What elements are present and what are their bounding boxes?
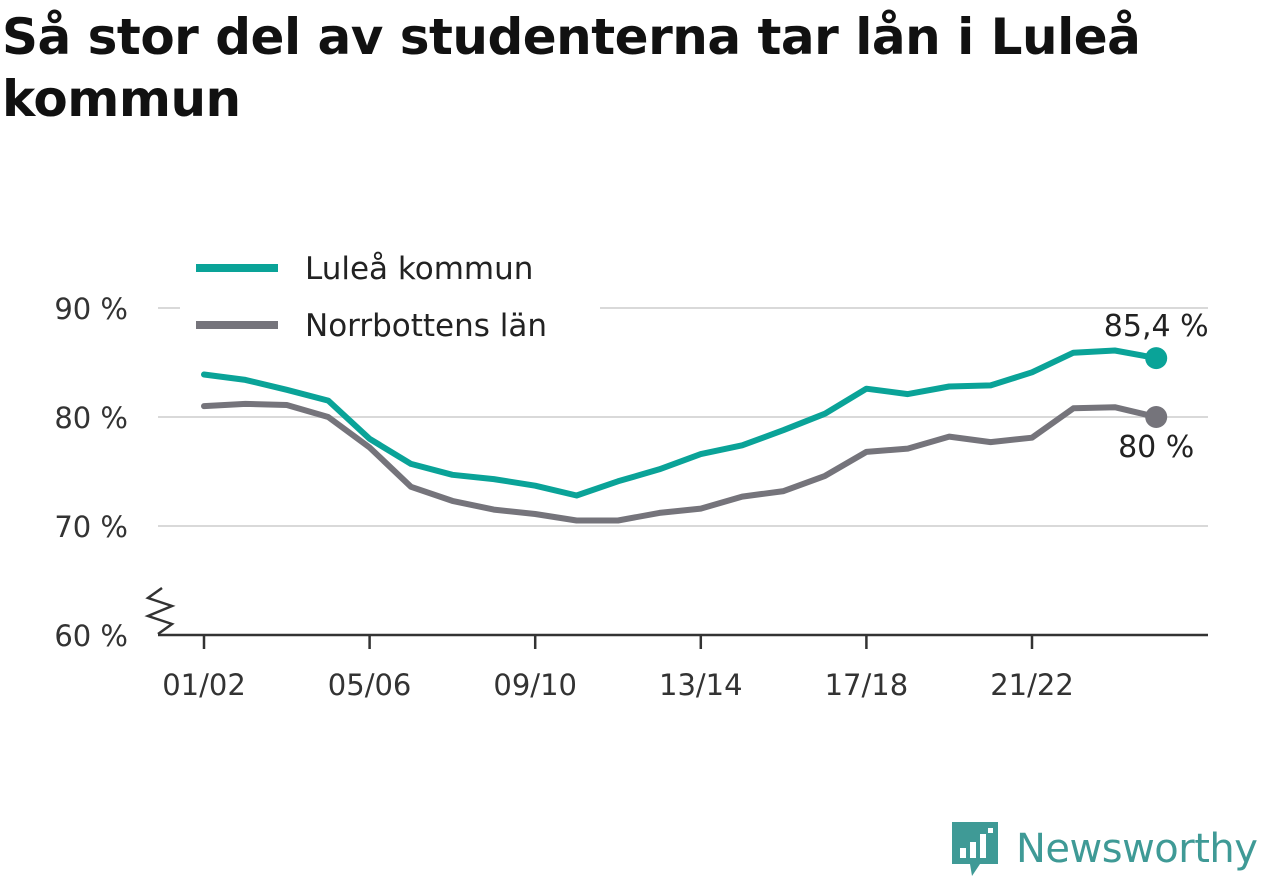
x-tick-label: 13/14 [659,668,743,702]
y-axis-tick-labels: 60 % 70 % 80 % 90 % [54,292,128,653]
y-tick-label: 80 % [54,401,128,435]
axis-break-mark [144,586,176,636]
series-end-point-0 [1145,347,1168,370]
legend: Luleå kommun Norrbottens län [180,244,600,354]
series-end-point-1 [1145,406,1168,428]
legend-background [180,244,600,354]
legend-label: Luleå kommun [305,251,533,287]
brand-logo: Newsworthy [950,818,1258,880]
x-tick-label: 17/18 [825,668,909,702]
series-line-0 [201,347,1160,499]
series-line-1 [201,400,1160,524]
x-tick-label: 01/02 [162,668,246,702]
x-tick-label: 21/22 [990,668,1074,702]
y-tick-label: 70 % [54,510,128,544]
y-tick-label: 60 % [54,619,128,653]
chart-title: Så stor del av studenterna tar lån i Lul… [2,8,1141,128]
y-tick-label: 90 % [54,292,128,326]
series-end-label: 80 % [1118,430,1194,465]
series-end-points: 85,4 % 80 % [1104,309,1209,465]
x-tick-label: 05/06 [328,668,412,702]
bar-chart-speech-bubble-icon [952,822,998,876]
series-end-label: 85,4 % [1104,309,1209,344]
x-axis-tick-labels: 01/02 05/06 09/10 13/14 17/18 21/22 [162,635,1074,702]
brand-name: Newsworthy [1016,826,1258,872]
legend-label: Norrbottens län [305,308,547,344]
series-lines [201,347,1160,524]
x-tick-label: 09/10 [493,668,577,702]
x-axis [144,586,1208,637]
